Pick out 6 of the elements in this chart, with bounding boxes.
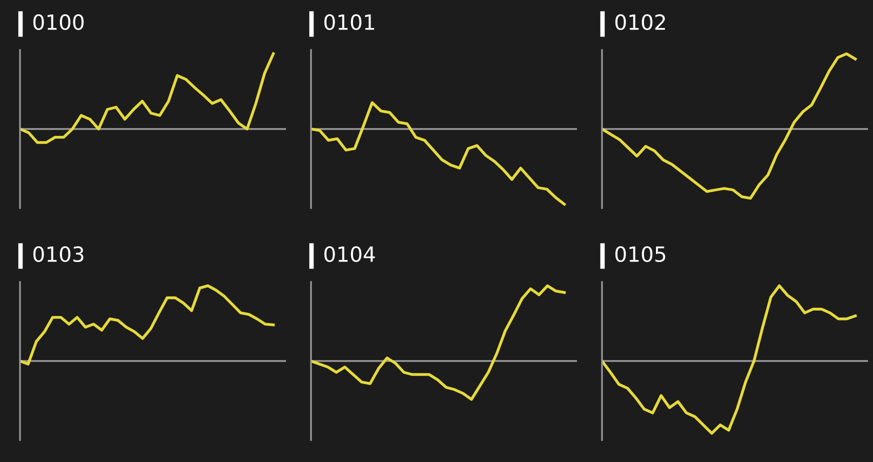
chart-title: 0104 bbox=[324, 246, 375, 262]
chart-title: 0105 bbox=[615, 246, 666, 262]
chart-title: 0101 bbox=[324, 14, 374, 30]
chart-title: 0102 bbox=[615, 14, 665, 30]
chart-title: 0103 bbox=[33, 246, 84, 262]
chart-title: 0100 bbox=[33, 14, 84, 30]
